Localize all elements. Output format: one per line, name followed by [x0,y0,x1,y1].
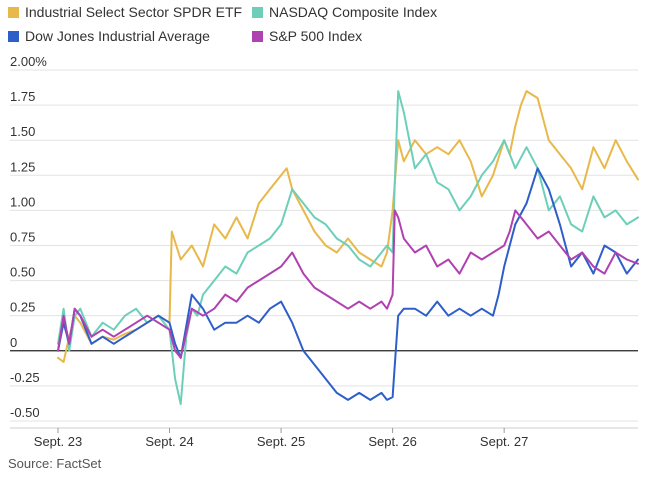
x-tick-label: Sept. 26 [368,434,416,449]
legend-swatch-dow-jones [8,30,19,42]
y-tick-label: 1.00 [10,194,35,209]
y-axis-tick-labels: -0.50 -0.25 0 0.25 0.50 0.75 1.00 1.25 1.50 1.75 2… [10,54,47,420]
y-tick-label: 1.25 [10,159,35,174]
series-line-nasdaq-composite-index [57,90,639,406]
legend-label-nasdaq: NASDAQ Composite Index [269,4,438,20]
legend-label-dow-jones: Dow Jones Industrial Average [25,28,210,44]
y-tick-label: -0.25 [10,370,40,385]
y-tick-label: 2.00% [10,54,47,69]
line-chart: -0.50 -0.25 0 0.25 0.50 0.75 1.00 1.25 1.50 1.75 2… [10,54,639,449]
series-line-s-p-500-index [57,209,639,359]
legend-swatch-industrial-spdr [8,6,19,18]
legend-label-industrial-spdr: Industrial Select Sector SPDR ETF [25,4,243,20]
legend-item-nasdaq: NASDAQ Composite Index [252,4,437,20]
y-tick-label: 0 [10,335,17,350]
x-tick-label: Sept. 25 [257,434,305,449]
y-tick-label: 0.25 [10,300,35,315]
legend-item-dow-jones: Dow Jones Industrial Average [8,28,210,44]
gridlines [10,69,638,422]
y-tick-label: 0.75 [10,229,35,244]
source-note: Source: FactSet [8,456,102,471]
series-line-dow-jones-industrial-average [57,167,639,401]
series-lines [57,90,639,406]
x-axis: Sept. 23 Sept. 24 Sept. 25 Sept. 26 Sept. 27 [10,427,638,449]
y-tick-label: -0.50 [10,405,40,420]
x-tick-label: Sept. 27 [480,434,528,449]
legend-item-sp500: S&P 500 Index [252,28,362,44]
x-tick-label: Sept. 24 [145,434,193,449]
chart-legend: Industrial Select Sector SPDR ETF NASDAQ… [8,4,648,48]
legend-item-industrial-spdr: Industrial Select Sector SPDR ETF [8,4,242,20]
legend-label-sp500: S&P 500 Index [269,28,363,44]
y-tick-label: 1.75 [10,89,35,104]
y-tick-label: 1.50 [10,124,35,139]
x-tick-label: Sept. 23 [34,434,82,449]
y-tick-label: 0.50 [10,265,35,280]
legend-swatch-sp500 [252,30,263,42]
legend-swatch-nasdaq [252,6,263,18]
